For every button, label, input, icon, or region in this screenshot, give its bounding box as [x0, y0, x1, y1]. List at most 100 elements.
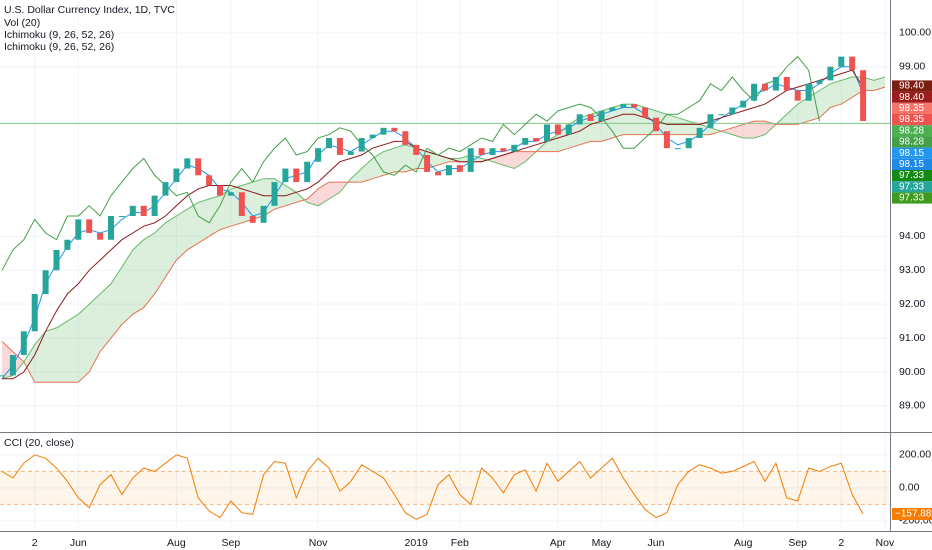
candle: [674, 148, 681, 150]
cloud-segment: [786, 104, 798, 125]
candle: [456, 165, 463, 172]
cloud-segment: [721, 127, 733, 135]
cloud-segment: [121, 249, 133, 325]
candle: [860, 70, 867, 122]
candle: [631, 104, 638, 108]
price-tag-label: 98.28: [899, 137, 924, 148]
price-tag-label: 97.33: [899, 181, 924, 192]
indicator-line: [2, 69, 864, 380]
cloud-segment: [187, 202, 199, 250]
cloud-segment: [394, 144, 406, 172]
y-tick-label: 100.00: [899, 27, 931, 39]
chart-title: U.S. Dollar Currency Index, 1D, TVC: [4, 4, 175, 16]
candle: [20, 331, 27, 356]
candle: [544, 124, 550, 142]
cloud-segment: [56, 321, 68, 383]
x-tick-label: Sep: [222, 537, 241, 549]
y-tick-label: 91.00: [899, 332, 925, 344]
cloud-segment: [710, 127, 722, 135]
cloud-segment: [78, 304, 90, 383]
x-tick-label: Feb: [451, 537, 469, 549]
candle: [565, 124, 572, 135]
candle: [217, 185, 223, 196]
y-tick-label: 99.00: [899, 61, 925, 73]
x-tick-label: Aug: [734, 537, 753, 549]
candle: [380, 127, 387, 135]
cloud-segment: [819, 83, 831, 118]
indicator-label: Vol (20): [4, 17, 40, 29]
cloud-segment: [754, 121, 765, 139]
cloud-segment: [830, 80, 842, 108]
candle: [315, 148, 322, 162]
candle: [609, 107, 616, 111]
candle: [162, 182, 169, 196]
candle: [718, 114, 725, 116]
price-tag: [892, 136, 932, 148]
price-tag-label: 98.15: [899, 159, 924, 170]
y-tick-label: 200.00: [899, 449, 931, 461]
cloud-segment: [111, 266, 122, 339]
candle: [445, 165, 452, 176]
cloud-segment: [361, 158, 373, 183]
candle: [184, 158, 191, 169]
x-tick-label: Jun: [648, 537, 665, 549]
cloud-segment: [514, 151, 526, 169]
cloud-segment: [89, 293, 101, 372]
y-tick-label: 0.00: [899, 482, 920, 494]
cloud-segment: [765, 121, 776, 135]
candle: [195, 158, 202, 176]
candle: [587, 114, 594, 122]
candle: [707, 114, 714, 128]
candle: [783, 76, 790, 91]
cloud-segment: [743, 121, 755, 139]
y-tick-label: 90.00: [899, 366, 925, 378]
cloud-segment: [154, 222, 166, 294]
candle: [86, 219, 93, 233]
cloud-segment: [176, 209, 188, 261]
cloud-segment: [34, 331, 46, 383]
candle: [794, 90, 801, 101]
cloud-segment: [209, 195, 220, 237]
candle: [358, 138, 365, 152]
cloud-segment: [623, 104, 635, 135]
grid: [0, 0, 890, 530]
candle: [293, 168, 300, 183]
cloud-segment: [874, 76, 885, 91]
candle: [97, 232, 104, 240]
candle: [282, 168, 289, 183]
cloud-segment: [45, 327, 57, 383]
indicator-line: [1, 55, 820, 271]
candle: [489, 148, 496, 155]
candle: [129, 205, 136, 216]
price-tag-label: 98.15: [899, 148, 924, 159]
candle: [696, 127, 703, 139]
indicator-label: CCI (20, close): [4, 437, 74, 449]
candle: [751, 83, 758, 101]
candle: [206, 175, 213, 186]
candle: [42, 270, 49, 294]
candle: [849, 56, 856, 71]
x-tick-label: 2: [32, 537, 38, 549]
candle: [598, 110, 605, 122]
candle: [762, 83, 768, 91]
cloud-segment: [318, 182, 329, 206]
axes: 2 Jun Aug Sep Nov 2019 Feb Apr May Jun Aug Sep 2 Nov 1…: [32, 27, 932, 549]
price-tag: [892, 80, 932, 92]
candle: [729, 107, 736, 115]
cloud-segment: [797, 97, 809, 125]
x-tick-label: Sep: [788, 537, 807, 549]
indicator-label: Ichimoku (9, 26, 52, 26): [4, 29, 114, 41]
candle: [402, 131, 409, 145]
cloud-segment: [143, 232, 155, 308]
cloud-segment: [732, 124, 744, 139]
candle: [663, 131, 670, 149]
y-tick-label: 93.00: [899, 264, 925, 276]
indicator-label: Ichimoku (9, 26, 52, 26): [4, 41, 114, 53]
candle: [424, 154, 431, 172]
x-tick-label: Aug: [167, 537, 186, 549]
x-tick-label: Nov: [309, 537, 328, 549]
candle: [500, 148, 507, 152]
candle: [511, 144, 518, 152]
